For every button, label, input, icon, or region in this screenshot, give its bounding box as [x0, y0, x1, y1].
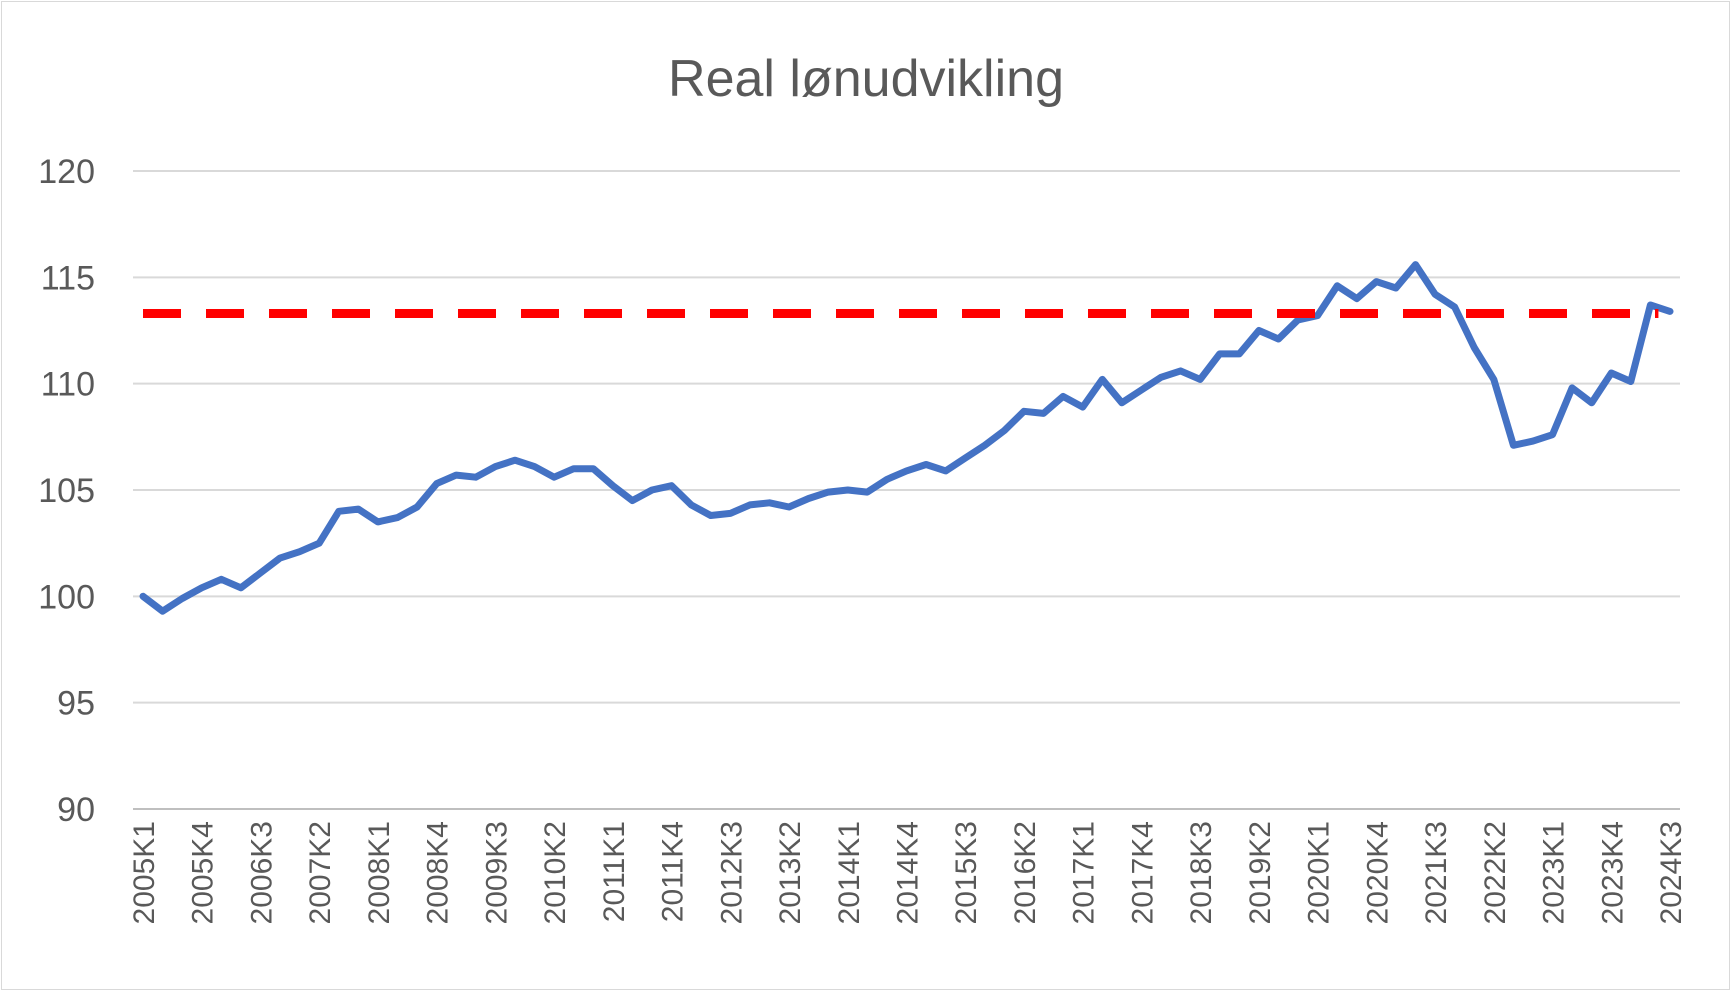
x-tick-label: 2020K1 [1303, 821, 1336, 924]
x-tick-label: 2014K4 [892, 821, 925, 924]
x-tick-label: 2016K2 [1009, 821, 1042, 924]
x-tick-label: 2014K1 [833, 821, 866, 924]
x-tick-label: 2008K4 [422, 821, 455, 924]
x-tick-label: 2011K4 [657, 821, 690, 922]
x-tick-label: 2013K2 [774, 821, 807, 924]
x-tick-label: 2023K1 [1538, 821, 1571, 924]
x-tick-label: 2018K3 [1185, 821, 1218, 924]
chart-title: Real lønudvikling [668, 50, 1064, 108]
x-tick-label: 2017K4 [1126, 821, 1159, 924]
x-tick-label: 2019K2 [1244, 821, 1277, 924]
x-tick-label: 2009K3 [480, 821, 513, 924]
y-tick-label: 105 [38, 472, 95, 510]
x-tick-label: 2005K1 [128, 821, 161, 924]
x-tick-label: 2005K4 [187, 821, 220, 924]
y-tick-label: 90 [57, 791, 95, 829]
x-tick-label: 2021K3 [1420, 821, 1453, 924]
x-tick-label: 2022K2 [1479, 821, 1512, 924]
gridlines [133, 170, 1680, 704]
x-tick-label: 2024K3 [1655, 821, 1688, 924]
x-tick-label: 2023K4 [1596, 821, 1629, 924]
x-tick-label: 2006K3 [245, 821, 278, 924]
x-axis-tick-labels: 2005K1 2005K4 2006K3 2007K2 2008K1 2008K4 2009… [128, 821, 1688, 924]
series-line [139, 261, 1674, 615]
y-tick-label: 100 [38, 578, 95, 616]
x-tick-label: 2010K2 [539, 821, 572, 924]
x-tick-label: 2015K3 [950, 821, 983, 924]
x-tick-label: 2008K1 [363, 821, 396, 924]
x-tick-label: 2007K2 [304, 821, 337, 924]
x-tick-label: 2012K3 [715, 821, 748, 924]
y-axis-tick-labels: 90 95 100 105 110 115 120 [38, 153, 95, 829]
y-tick-label: 110 [41, 366, 95, 404]
series-layer [139, 261, 1674, 615]
x-tick-label: 2011K1 [598, 821, 631, 922]
y-tick-label: 115 [41, 259, 95, 297]
x-tick-label: 2020K4 [1361, 821, 1394, 924]
y-tick-label: 95 [57, 685, 95, 723]
y-tick-label: 120 [38, 153, 95, 191]
x-tick-label: 2017K1 [1068, 821, 1101, 924]
